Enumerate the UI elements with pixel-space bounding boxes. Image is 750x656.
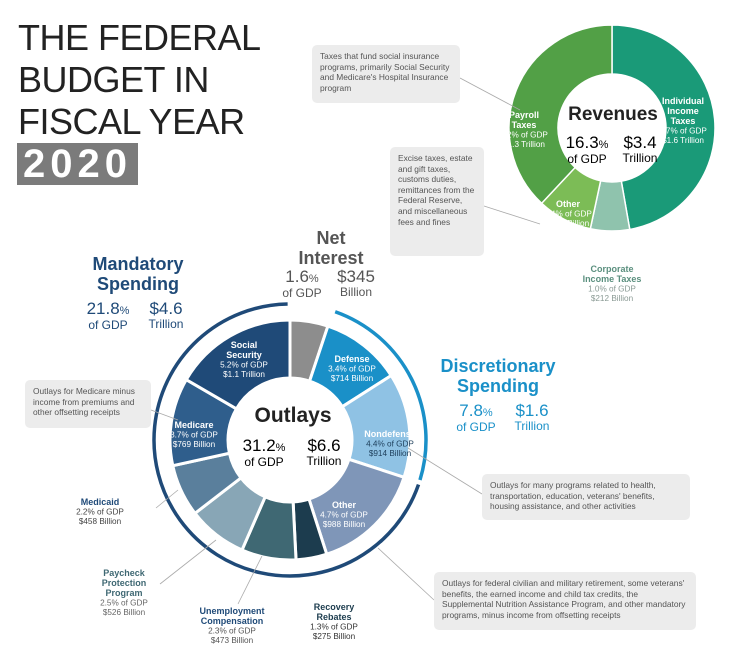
- slice-label-individual: Individual Income Taxes 7.7% of GDP $1.6 Tri…: [659, 96, 707, 145]
- slice-label-defense: Defense 3.4% of GDP $714 Billion: [328, 354, 376, 383]
- other-revenue-note: Excise taxes, estate and gift taxes, cus…: [390, 147, 484, 256]
- mandatory-amount-value: $4.6: [149, 299, 183, 318]
- nondefense-note: Outlays for many programs related to hea…: [482, 474, 690, 520]
- slice-label-payroll: Payroll Taxes 6.2% of GDP $1.3 Trillion: [500, 110, 548, 149]
- revenues-center: Revenues: [558, 104, 668, 126]
- other-outlays-note-leader: [377, 547, 435, 601]
- net-interest-pct-value: 1.6: [285, 267, 309, 286]
- revenues-amount-value: $3.4: [623, 133, 657, 152]
- revenues-pct: 16.3% of GDP: [561, 134, 613, 166]
- discretionary-arc: [334, 310, 428, 481]
- payroll-taxes-note: Taxes that fund social insurance program…: [312, 45, 460, 103]
- mandatory-pct: 21.8% of GDP: [82, 300, 134, 332]
- slice-label-medicaid: Medicaid 2.2% of GDP $458 Billion: [76, 497, 124, 526]
- revenues-pct-value: 16.3: [565, 133, 599, 152]
- revenue-slice-payroll-taxes: [508, 24, 613, 205]
- slice-labels: Individual Income Taxes 7.7% of GDP $1.6 Tri…: [76, 96, 707, 645]
- slice-label-other-out: Other 4.7% of GDP $988 Billion: [320, 500, 368, 529]
- mandatory-heading: Mandatory Spending: [78, 254, 198, 294]
- net-interest-amount-value: $345: [337, 267, 375, 286]
- outlays-pct-sign: %: [275, 442, 286, 454]
- slice-label-corporate: Corporate Income Taxes 1.0% of GDP $212 Bil…: [583, 264, 642, 303]
- mandatory-pct-unit: of GDP: [88, 318, 128, 332]
- nondefense-note-leader: [407, 447, 483, 495]
- revenue-slice-individual-income-taxes: [611, 24, 716, 231]
- other-revenue-note-leader: [483, 205, 541, 225]
- slice-label-ppp: Paycheck Protection Program 2.5% of GDP $526…: [100, 568, 148, 617]
- net-interest-amount: $345 Billion: [330, 268, 382, 299]
- revenues-donut: [508, 24, 716, 232]
- mandatory-title-2: Spending: [97, 274, 179, 294]
- discretionary-title-1: Discretionary: [440, 356, 556, 376]
- mandatory-pct-sign: %: [119, 305, 130, 317]
- net-interest-pct: 1.6% of GDP: [276, 268, 328, 300]
- net-interest-pct-unit: of GDP: [282, 286, 322, 300]
- net-interest-title-2: Interest: [298, 248, 364, 268]
- slice-label-unemployment: Unemployment Compensation 2.3% of GDP $473 …: [199, 606, 264, 645]
- outlays-label: Outlays: [254, 404, 332, 427]
- slice-label-medicare: Medicare 3.7% of GDP $769 Billion: [170, 420, 218, 449]
- revenues-label: Revenues: [568, 104, 658, 125]
- mandatory-amount: $4.6 Trillion: [138, 300, 194, 331]
- outlays-amount-value: $6.6: [307, 436, 341, 455]
- discretionary-heading: Discretionary Spending: [428, 356, 568, 396]
- page-title-line-2: BUDGET IN: [18, 59, 209, 100]
- unemployment-leader: [237, 555, 263, 605]
- net-interest-heading: Net Interest: [286, 228, 376, 268]
- mandatory-title-1: Mandatory: [92, 254, 184, 274]
- discretionary-amount: $1.6 Trillion: [504, 402, 560, 433]
- medicare-note-leader: [150, 409, 179, 421]
- revenues-amount-unit: Trillion: [622, 151, 658, 165]
- outlays-donut: [168, 318, 412, 562]
- leader-lines: [150, 77, 541, 605]
- page-title-year: 2020: [17, 143, 138, 185]
- revenues-amount: $3.4 Trillion: [614, 134, 666, 165]
- outlays-pct-value: 31.2: [242, 436, 276, 455]
- revenues-pct-sign: %: [598, 139, 609, 151]
- discretionary-pct-value: 7.8: [459, 401, 483, 420]
- discretionary-title-2: Spending: [457, 376, 539, 396]
- payroll-note-leader: [459, 77, 521, 111]
- outlays-amount: $6.6 Trillion: [295, 437, 353, 468]
- mandatory-arc: [152, 302, 421, 578]
- page-title-line-1: THE FEDERAL: [18, 17, 261, 58]
- medicaid-leader: [155, 489, 179, 509]
- category-arcs: [152, 302, 428, 578]
- other-outlays-note: Outlays for federal civilian and militar…: [434, 572, 696, 630]
- net-interest-pct-sign: %: [308, 273, 319, 285]
- slice-label-nondefense: Nondefense 4.4% of GDP $914 Billion: [364, 429, 416, 458]
- mandatory-amount-unit: Trillion: [148, 317, 184, 331]
- discretionary-amount-value: $1.6: [515, 401, 549, 420]
- outlays-center: Outlays: [228, 404, 358, 428]
- net-interest-title-1: Net: [316, 228, 346, 248]
- outlays-pct-unit: of GDP: [244, 455, 284, 469]
- outlays-pct: 31.2% of GDP: [235, 437, 293, 469]
- discretionary-pct-sign: %: [482, 407, 493, 419]
- medicare-note: Outlays for Medicare minus income from p…: [25, 380, 151, 428]
- slice-label-other-rev: Other 1.4% of GDP $289 Billion: [544, 199, 592, 228]
- discretionary-pct: 7.8% of GDP: [450, 402, 502, 434]
- net-interest-amount-unit: Billion: [339, 285, 372, 299]
- outlay-slice-social-security: [184, 318, 292, 411]
- revenues-pct-unit: of GDP: [567, 152, 607, 166]
- discretionary-pct-unit: of GDP: [456, 420, 496, 434]
- mandatory-pct-value: 21.8: [86, 299, 120, 318]
- slice-label-recovery: Recovery Rebates 1.3% of GDP $275 Billion: [310, 602, 358, 641]
- slice-label-social-security: Social Security 5.2% of GDP $1.1 Trillion: [220, 340, 268, 379]
- page-title-line-3: FISCAL YEAR: [18, 101, 245, 142]
- outlays-amount-unit: Trillion: [306, 454, 342, 468]
- discretionary-amount-unit: Trillion: [514, 419, 550, 433]
- ppp-leader: [159, 539, 217, 585]
